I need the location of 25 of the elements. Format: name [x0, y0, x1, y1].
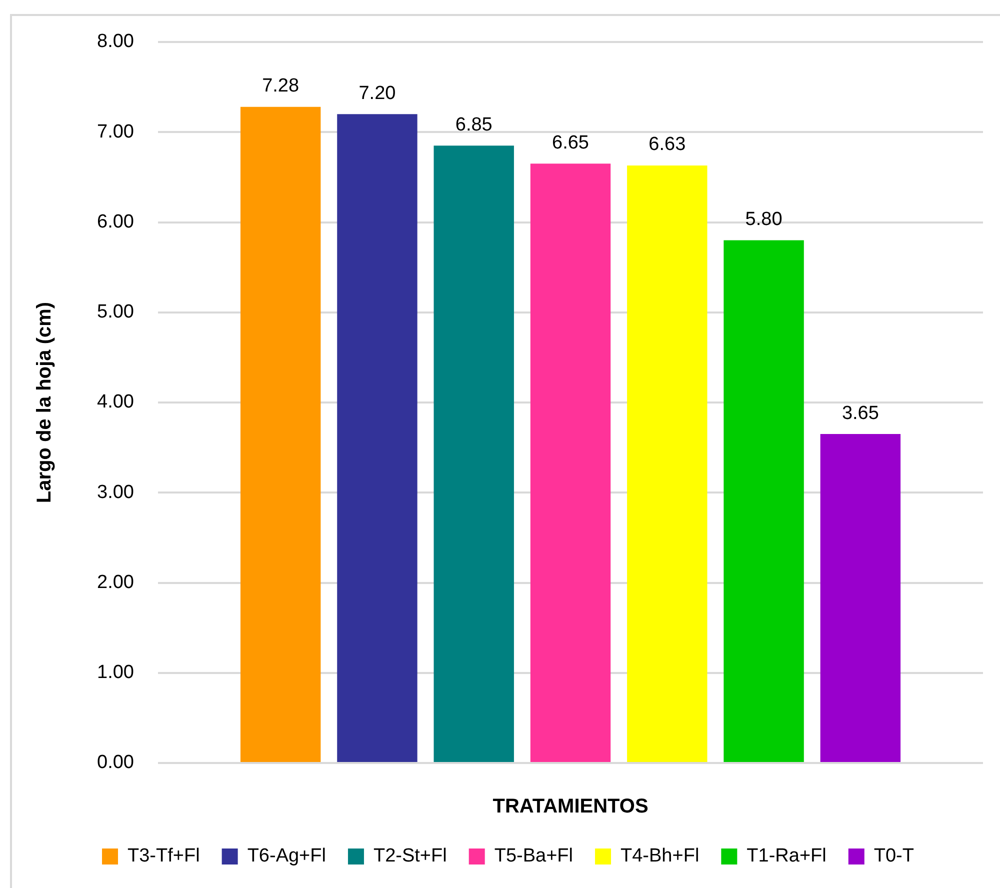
y-tick-label: 3.00: [97, 482, 134, 503]
data-label: 6.63: [648, 134, 686, 156]
legend-label: T6-Ag+Fl: [247, 846, 326, 867]
x-axis-title: TRATAMIENTOS: [492, 796, 648, 818]
legend-label: T0-T: [874, 846, 914, 867]
y-axis-title: Largo de la hoja (cm): [34, 302, 56, 504]
legend-label: T2-St+Fl: [373, 846, 447, 867]
legend-label: T4-Bh+Fl: [620, 846, 700, 867]
legend-label: T5-Ba+Fl: [494, 846, 574, 867]
y-tick-label: 7.00: [97, 121, 134, 142]
data-label: 7.28: [262, 76, 300, 97]
y-tick-label: 0.00: [97, 752, 134, 774]
y-tick-label: 5.00: [97, 302, 134, 323]
data-label: 5.80: [745, 209, 782, 230]
legend-label: T1-Ra+Fl: [746, 846, 826, 867]
y-tick-label: 2.00: [97, 572, 134, 593]
data-label: 3.65: [842, 402, 879, 424]
data-label: 6.85: [455, 114, 492, 136]
data-label: 7.20: [358, 82, 396, 104]
y-tick-label: 1.00: [97, 662, 134, 684]
data-label: 6.65: [552, 132, 589, 154]
y-tick-label: 8.00: [97, 31, 134, 52]
y-tick-label: 4.00: [97, 392, 134, 413]
y-tick-label: 6.00: [97, 211, 134, 232]
legend-label: T3-Tf+Fl: [128, 846, 200, 867]
